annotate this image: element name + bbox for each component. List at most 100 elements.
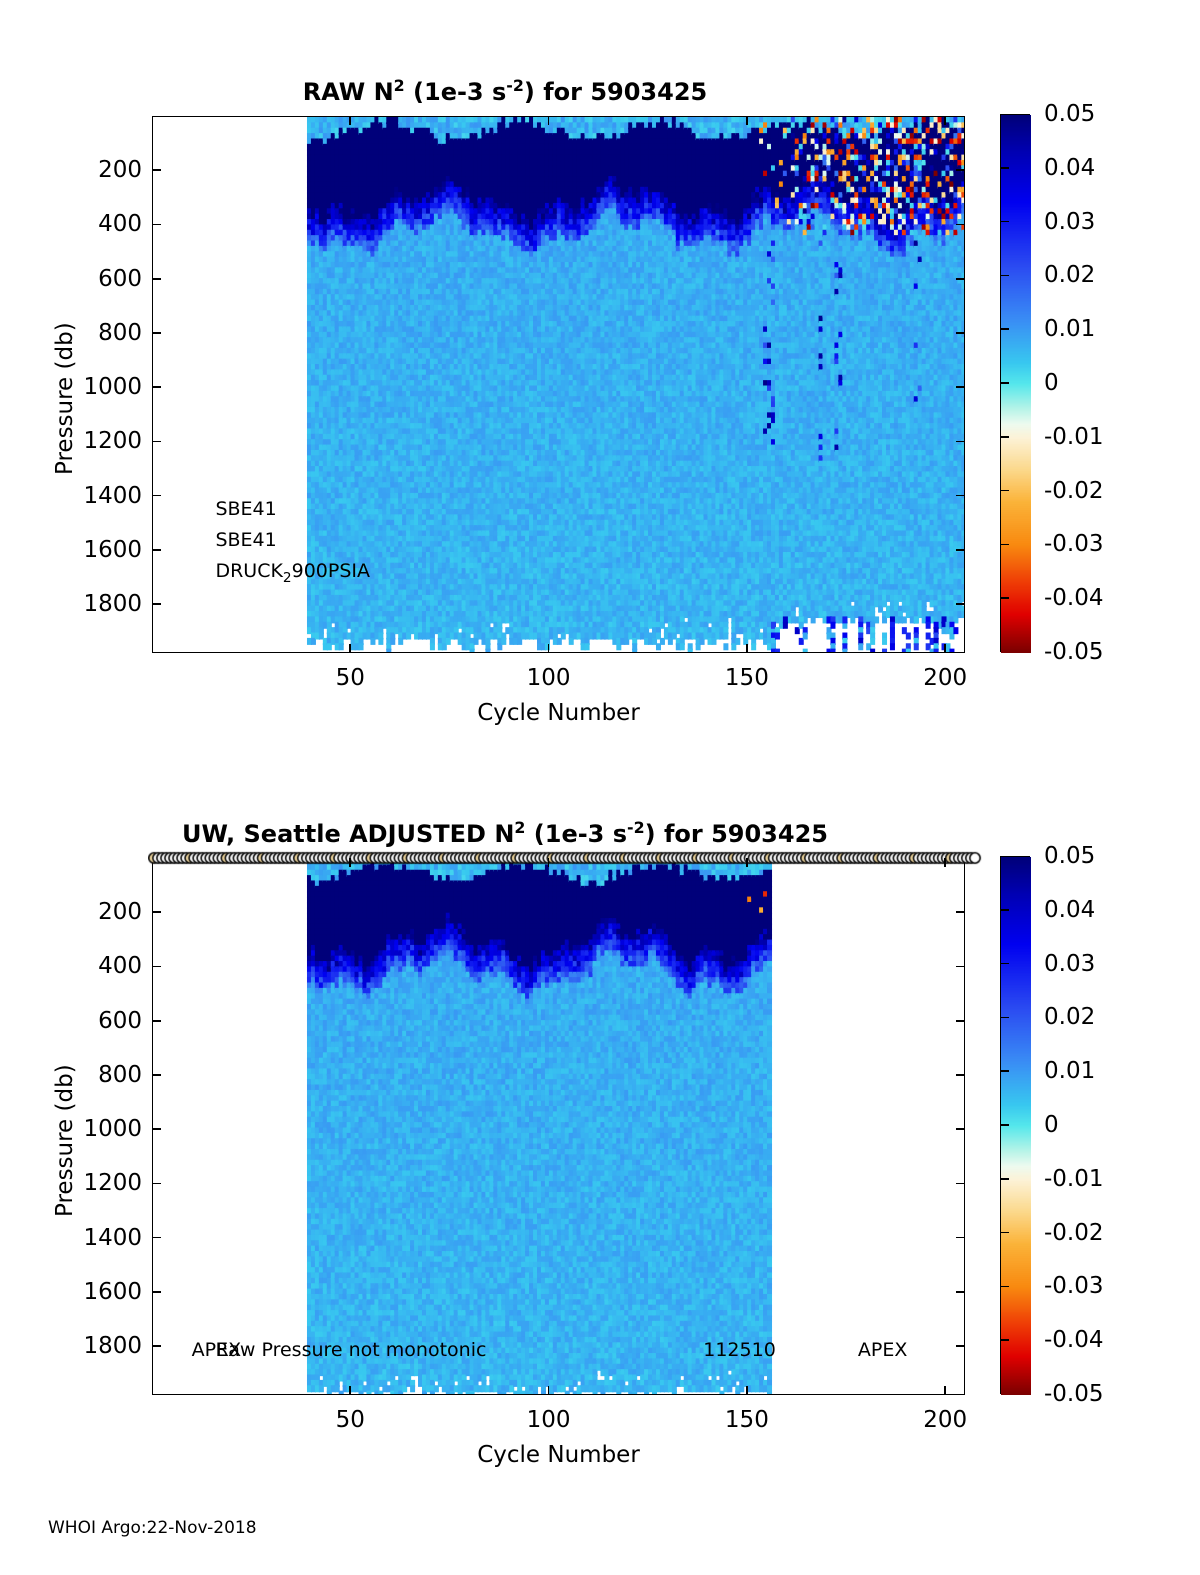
xtick-top-adjusted-50: [349, 858, 352, 867]
ytick-right-adjusted-1200: [956, 1182, 965, 1185]
ytick-raw-1800: [152, 603, 161, 605]
ytick-label-adjusted-400: 400: [98, 953, 142, 980]
xtick-raw-200: [944, 644, 946, 653]
colorbar-label-raw-1: 0.04: [1044, 154, 1096, 181]
colorbar-tick-raw-2: [1000, 220, 1009, 223]
xtick-top-raw-50: [349, 116, 352, 125]
ytick-raw-800: [152, 332, 161, 334]
colorbar-gradient-raw: [1001, 115, 1031, 653]
colorbar-tick-raw-1: [1000, 167, 1009, 169]
ytick-label-adjusted-600: 600: [98, 1007, 142, 1034]
colorbar-label-adjusted-0: 0.05: [1044, 843, 1096, 869]
ytick-right-raw-1400: [956, 494, 965, 497]
annot-sensor-ctd-1: SBE41: [215, 497, 277, 520]
colorbar-tick-raw-4: [1000, 328, 1009, 330]
colorbar-tick-adjusted-2: [1000, 962, 1009, 965]
xtick-top-raw-150: [746, 116, 748, 125]
ytick-label-raw-600: 600: [98, 265, 142, 292]
colorbar-tick-raw-3: [1000, 274, 1009, 277]
ytick-right-raw-1800: [956, 603, 965, 605]
xtick-label-adjusted-200: 200: [923, 1407, 968, 1433]
xtick-adjusted-150: [746, 1386, 748, 1395]
ytick-label-adjusted-1600: 1600: [83, 1278, 142, 1305]
colorbar-label-adjusted-5: 0: [1044, 1112, 1059, 1138]
colorbar-label-adjusted-2: 0.03: [1044, 950, 1096, 977]
colorbar-tick-raw-8: [1000, 543, 1009, 546]
colorbar-tick-adjusted-7: [1000, 1231, 1009, 1234]
colorbar-label-adjusted-6: -0.01: [1044, 1165, 1104, 1192]
ytick-right-adjusted-200: [956, 911, 965, 914]
ytick-label-raw-1800: 1800: [83, 591, 142, 618]
xtick-label-raw-200: 200: [923, 665, 968, 691]
ytick-adjusted-800: [152, 1074, 161, 1076]
colorbar-label-raw-8: -0.03: [1044, 531, 1104, 558]
annot-sensor-ctd-2: SBE41: [215, 528, 277, 551]
ytick-raw-1400: [152, 494, 161, 497]
ytick-raw-200: [152, 169, 161, 172]
axes-raw: [152, 116, 965, 653]
annot-float-type-right: APEX: [857, 1338, 908, 1361]
colorbar-tick-adjusted-1: [1000, 909, 1009, 911]
colorbar-label-adjusted-8: -0.03: [1044, 1273, 1104, 1300]
ytick-adjusted-400: [152, 965, 161, 968]
ytick-label-adjusted-1800: 1800: [83, 1333, 142, 1360]
annot-sensor-pressure: DRUCK2900PSIA: [215, 559, 371, 586]
colorbar-tick-raw-9: [1000, 597, 1009, 599]
xtick-top-adjusted-200: [944, 858, 946, 867]
ytick-adjusted-1200: [152, 1182, 161, 1185]
colorbar-tick-raw-6: [1000, 436, 1009, 438]
xtick-label-adjusted-100: 100: [526, 1407, 571, 1433]
yaxis-title-adjusted: Pressure (db): [52, 1063, 78, 1217]
colorbar-tick-adjusted-5: [1000, 1124, 1009, 1126]
xtick-raw-150: [746, 644, 748, 653]
ytick-label-adjusted-200: 200: [98, 899, 142, 926]
colorbar-label-adjusted-4: 0.01: [1044, 1058, 1096, 1085]
cycle-marker-series: [148, 849, 985, 867]
annot-qc-flag-note: Raw Pressure not monotonic: [215, 1338, 487, 1361]
xtick-label-adjusted-150: 150: [724, 1407, 769, 1433]
colorbar-label-adjusted-1: 0.04: [1044, 896, 1096, 923]
colorbar-tick-raw-5: [1000, 382, 1009, 384]
xtick-label-raw-50: 50: [335, 665, 365, 691]
ytick-right-adjusted-1400: [956, 1236, 965, 1239]
colorbar-label-raw-5: 0: [1044, 370, 1059, 396]
ytick-label-raw-1000: 1000: [83, 374, 142, 401]
ytick-right-adjusted-600: [956, 1019, 965, 1022]
ytick-right-raw-1200: [956, 440, 965, 443]
ytick-adjusted-200: [152, 911, 161, 914]
heatmap-raw: [153, 117, 964, 652]
axes-adjusted: [152, 858, 965, 1395]
ytick-right-raw-1000: [956, 386, 965, 388]
ytick-right-raw-600: [956, 277, 965, 280]
ytick-adjusted-1800: [152, 1345, 161, 1347]
ytick-label-adjusted-1400: 1400: [83, 1224, 142, 1251]
colorbar-label-raw-0: 0.05: [1044, 101, 1096, 127]
xtick-adjusted-50: [349, 1386, 352, 1395]
xtick-label-raw-100: 100: [526, 665, 571, 691]
panel-title-adjusted: UW, Seattle ADJUSTED N2 (1e-3 s-2) for 5…: [182, 818, 828, 848]
xtick-adjusted-200: [944, 1386, 946, 1395]
ytick-adjusted-1000: [152, 1128, 161, 1130]
xaxis-title-raw: Cycle Number: [477, 700, 640, 726]
colorbar-label-adjusted-7: -0.02: [1044, 1219, 1104, 1246]
annot-wmo-secondary-id: 112510: [703, 1338, 776, 1361]
ytick-adjusted-1400: [152, 1236, 161, 1239]
ytick-right-adjusted-800: [956, 1074, 965, 1076]
colorbar-tick-adjusted-8: [1000, 1285, 1009, 1288]
ytick-raw-400: [152, 223, 161, 226]
ytick-right-raw-200: [956, 169, 965, 172]
ytick-raw-600: [152, 277, 161, 280]
panel-title-raw: RAW N2 (1e-3 s-2) for 5903425: [302, 76, 708, 106]
colorbar-tick-adjusted-4: [1000, 1070, 1009, 1072]
ytick-label-raw-200: 200: [98, 157, 142, 184]
ytick-right-raw-1600: [956, 549, 965, 551]
colorbar-label-raw-7: -0.02: [1044, 477, 1104, 504]
ytick-label-raw-1200: 1200: [83, 428, 142, 455]
colorbar-label-raw-3: 0.02: [1044, 262, 1096, 289]
colorbar-label-adjusted-10: -0.05: [1044, 1381, 1104, 1407]
xtick-raw-100: [547, 644, 550, 653]
xtick-top-raw-200: [944, 116, 946, 125]
xtick-top-adjusted-100: [547, 858, 550, 867]
xtick-raw-50: [349, 644, 352, 653]
xtick-label-adjusted-50: 50: [335, 1407, 365, 1433]
